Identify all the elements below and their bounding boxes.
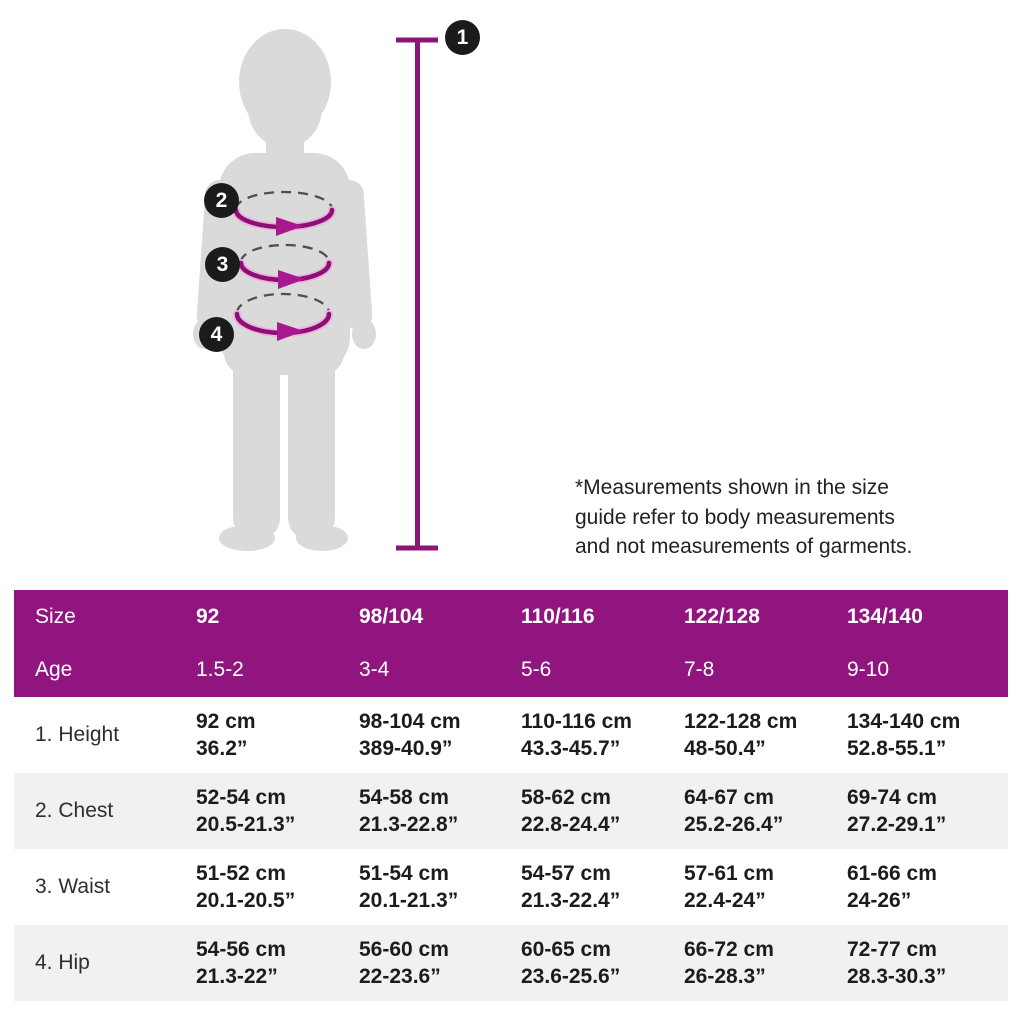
cm-value: 72-77 cm bbox=[847, 938, 937, 961]
measurement-cell: 110-116 cm 43.3-45.7” bbox=[521, 708, 684, 762]
cm-value: 52-54 cm bbox=[196, 786, 286, 809]
inch-value: 48-50.4” bbox=[684, 737, 766, 760]
measurement-cell: 54-57 cm 21.3-22.4” bbox=[521, 860, 684, 914]
row-label: 1. Height bbox=[35, 723, 120, 746]
inch-value: 21.3-22.4” bbox=[521, 889, 621, 912]
measurement-cell: 51-54 cm 20.1-21.3” bbox=[359, 860, 521, 914]
cm-value: 92 cm bbox=[196, 710, 256, 733]
size-value: 98/104 bbox=[359, 604, 424, 628]
age-row-label: Age bbox=[35, 658, 73, 682]
inch-value: 25.2-26.4” bbox=[684, 813, 784, 836]
cm-value: 51-52 cm bbox=[196, 862, 286, 885]
cm-value: 60-65 cm bbox=[521, 938, 611, 961]
size-value: 110/116 bbox=[521, 604, 595, 628]
cm-value: 122-128 cm bbox=[684, 710, 798, 733]
measurement-cell: 51-52 cm 20.1-20.5” bbox=[196, 860, 359, 914]
child-silhouette bbox=[193, 29, 376, 551]
inch-value: 24-26” bbox=[847, 889, 912, 912]
age-value: 5-6 bbox=[521, 658, 552, 682]
age-value: 9-10 bbox=[847, 658, 890, 682]
inch-value: 23.6-25.6” bbox=[521, 965, 621, 988]
hip-badge: 4 bbox=[199, 317, 234, 352]
table-row-waist: 3. Waist 51-52 cm 20.1-20.5” 51-54 cm 20… bbox=[14, 849, 1008, 925]
row-label: 3. Waist bbox=[35, 875, 111, 898]
measurement-note: *Measurements shown in the size guide re… bbox=[575, 473, 912, 562]
measurement-cell: 72-77 cm 28.3-30.3” bbox=[847, 936, 1008, 990]
cm-value: 110-116 cm bbox=[521, 710, 632, 733]
age-value: 3-4 bbox=[359, 658, 390, 682]
cm-value: 61-66 cm bbox=[847, 862, 937, 885]
inch-value: 21.3-22.8” bbox=[359, 813, 459, 836]
measurement-cell: 134-140 cm 52.8-55.1” bbox=[847, 708, 1008, 762]
size-guide-table: Size 92 98/104 110/116 122/128 134/140 A… bbox=[14, 590, 1008, 1001]
cm-value: 64-67 cm bbox=[684, 786, 774, 809]
measurement-diagram bbox=[193, 29, 438, 551]
measurement-cell: 57-61 cm 22.4-24” bbox=[684, 860, 847, 914]
chest-badge: 2 bbox=[204, 183, 239, 218]
inch-value: 36.2” bbox=[196, 737, 248, 760]
size-value: 92 bbox=[196, 604, 220, 628]
inch-value: 20.1-21.3” bbox=[359, 889, 459, 912]
table-row-chest: 2. Chest 52-54 cm 20.5-21.3” 54-58 cm 21… bbox=[14, 773, 1008, 849]
hip-girth-ellipse bbox=[233, 292, 333, 341]
inch-value: 389-40.9” bbox=[359, 737, 453, 760]
inch-value: 21.3-22” bbox=[196, 965, 278, 988]
note-line-3: and not measurements of garments. bbox=[575, 535, 913, 558]
waist-badge: 3 bbox=[205, 247, 240, 282]
cm-value: 54-57 cm bbox=[521, 862, 611, 885]
inch-value: 27.2-29.1” bbox=[847, 813, 947, 836]
measurement-cell: 122-128 cm 48-50.4” bbox=[684, 708, 847, 762]
measurement-cell: 66-72 cm 26-28.3” bbox=[684, 936, 847, 990]
size-value: 122/128 bbox=[684, 604, 760, 628]
chest-girth-ellipse bbox=[232, 190, 336, 236]
cm-value: 98-104 cm bbox=[359, 710, 461, 733]
measurement-cell: 69-74 cm 27.2-29.1” bbox=[847, 784, 1008, 838]
waist-girth-ellipse bbox=[237, 243, 333, 289]
cm-value: 69-74 cm bbox=[847, 786, 937, 809]
cm-value: 134-140 cm bbox=[847, 710, 961, 733]
row-label: 2. Chest bbox=[35, 799, 114, 822]
age-value: 7-8 bbox=[684, 658, 715, 682]
measurement-cell: 54-56 cm 21.3-22” bbox=[196, 936, 359, 990]
table-row-height: 1. Height 92 cm 36.2” 98-104 cm 389-40.9… bbox=[14, 697, 1008, 773]
cm-value: 66-72 cm bbox=[684, 938, 774, 961]
note-line-2: guide refer to body measurements bbox=[575, 505, 895, 529]
cm-value: 56-60 cm bbox=[359, 938, 449, 961]
inch-value: 52.8-55.1” bbox=[847, 737, 947, 760]
table-row-hip: 4. Hip 54-56 cm 21.3-22” 56-60 cm 22-23.… bbox=[14, 925, 1008, 1001]
height-measure-line bbox=[396, 37, 438, 551]
measurement-cell: 54-58 cm 21.3-22.8” bbox=[359, 784, 521, 838]
cm-value: 54-58 cm bbox=[359, 786, 449, 809]
inch-value: 20.5-21.3” bbox=[196, 813, 296, 836]
size-value: 134/140 bbox=[847, 604, 923, 628]
measurement-cell: 60-65 cm 23.6-25.6” bbox=[521, 936, 684, 990]
inch-value: 28.3-30.3” bbox=[847, 965, 947, 988]
measurement-cell: 56-60 cm 22-23.6” bbox=[359, 936, 521, 990]
measurement-cell: 64-67 cm 25.2-26.4” bbox=[684, 784, 847, 838]
row-label: 4. Hip bbox=[35, 951, 90, 974]
inch-value: 26-28.3” bbox=[684, 965, 766, 988]
inch-value: 22.8-24.4” bbox=[521, 813, 621, 836]
size-row-label: Size bbox=[35, 604, 76, 628]
measurement-cell: 61-66 cm 24-26” bbox=[847, 860, 1008, 914]
note-line-1: *Measurements shown in the size bbox=[575, 476, 889, 499]
inch-value: 22.4-24” bbox=[684, 889, 766, 912]
inch-value: 20.1-20.5” bbox=[196, 889, 296, 912]
cm-value: 51-54 cm bbox=[359, 862, 449, 885]
table-header: Size 92 98/104 110/116 122/128 134/140 A… bbox=[14, 590, 1008, 697]
measurement-cell: 58-62 cm 22.8-24.4” bbox=[521, 784, 684, 838]
cm-value: 54-56 cm bbox=[196, 938, 286, 961]
cm-value: 57-61 cm bbox=[684, 862, 774, 885]
height-badge: 1 bbox=[445, 20, 480, 55]
measurement-cell: 98-104 cm 389-40.9” bbox=[359, 708, 521, 762]
measurement-cell: 52-54 cm 20.5-21.3” bbox=[196, 784, 359, 838]
measurement-cell: 92 cm 36.2” bbox=[196, 708, 359, 762]
age-value: 1.5-2 bbox=[196, 658, 244, 682]
inch-value: 22-23.6” bbox=[359, 965, 441, 988]
cm-value: 58-62 cm bbox=[521, 786, 611, 809]
inch-value: 43.3-45.7” bbox=[521, 737, 621, 760]
